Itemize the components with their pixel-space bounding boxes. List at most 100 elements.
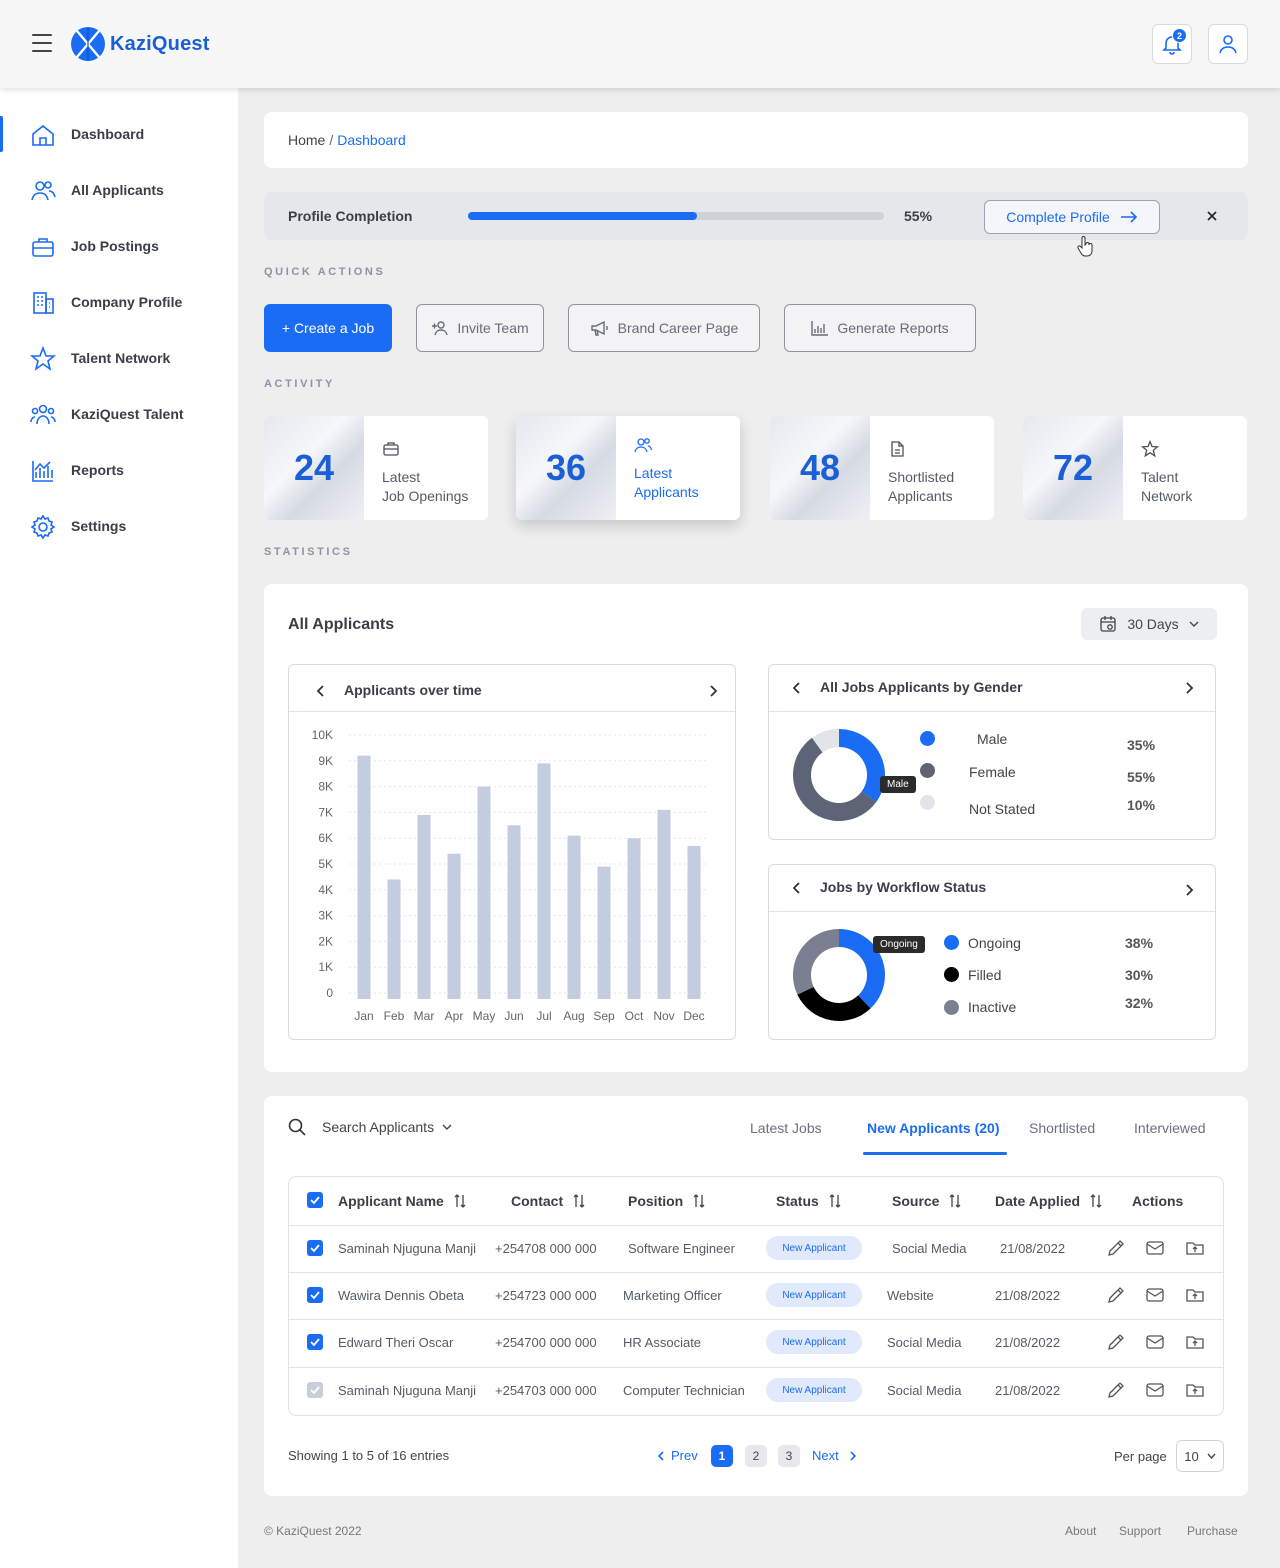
chevron-left-icon[interactable] (791, 881, 803, 895)
next-page-button[interactable]: Next (812, 1448, 856, 1463)
column-header-source[interactable]: Source (892, 1193, 961, 1209)
bar-nov[interactable] (657, 809, 671, 999)
bar-may[interactable] (477, 786, 491, 999)
bar-mar[interactable] (417, 814, 431, 999)
slice-female[interactable] (793, 737, 877, 821)
activity-card-talent-network[interactable]: 72 Talent Network (1023, 416, 1247, 520)
applicant-name[interactable]: Saminah Njuguna Manji (338, 1383, 477, 1398)
edit-icon[interactable] (1106, 1238, 1126, 1258)
column-header-label: Status (776, 1193, 819, 1209)
invite-team-button[interactable]: Invite Team (416, 304, 544, 352)
column-header-position[interactable]: Position (628, 1193, 705, 1209)
folder-upload-icon[interactable] (1185, 1380, 1205, 1400)
per-page-label: Per page (1114, 1449, 1167, 1464)
search-applicants-dropdown[interactable]: Search Applicants (288, 1118, 452, 1136)
mail-icon[interactable] (1145, 1285, 1165, 1305)
bar-apr[interactable] (447, 853, 461, 999)
sidebar-item-talent-network[interactable]: Talent Network (0, 336, 238, 380)
complete-profile-button[interactable]: Complete Profile (984, 200, 1160, 234)
create-job-button[interactable]: + Create a Job (264, 304, 392, 352)
folder-upload-icon[interactable] (1185, 1332, 1205, 1352)
bar-feb[interactable] (387, 879, 401, 999)
slice-inactive[interactable] (793, 929, 839, 995)
activity-card-job-openings[interactable]: 24 Latest Job Openings (264, 416, 488, 520)
column-header-name[interactable]: Applicant Name (338, 1193, 466, 1209)
bar-jul[interactable] (537, 763, 551, 999)
sort-icon (454, 1194, 466, 1208)
applicant-name[interactable]: Saminah Njuguna Manji (338, 1241, 477, 1256)
bar-jan[interactable] (357, 755, 371, 999)
mail-icon[interactable] (1145, 1238, 1165, 1258)
sidebar-item-reports[interactable]: Reports (0, 448, 238, 492)
bar-jun[interactable] (507, 825, 521, 999)
sidebar-item-company-profile[interactable]: Company Profile (0, 280, 238, 324)
sidebar-item-dashboard[interactable]: Dashboard (0, 112, 238, 156)
bar-chart-title: Applicants over time (344, 682, 482, 698)
edit-icon[interactable] (1106, 1380, 1126, 1400)
activity-card-shortlisted[interactable]: 48 Shortlisted Applicants (770, 416, 994, 520)
footer-link-about[interactable]: About (1065, 1524, 1097, 1538)
hamburger-menu-icon[interactable] (32, 34, 52, 52)
chevron-left-icon[interactable] (315, 684, 327, 698)
logo[interactable]: KaziQuest (70, 26, 210, 62)
sidebar-item-settings[interactable]: Settings (0, 504, 238, 548)
row-checkbox[interactable] (307, 1287, 323, 1303)
y-tick-label: 0 (326, 986, 333, 1000)
sidebar-item-kaziquest-talent[interactable]: KaziQuest Talent (0, 392, 238, 436)
bar-aug[interactable] (567, 835, 581, 999)
close-icon[interactable] (1202, 206, 1222, 226)
page-3-button[interactable]: 3 (778, 1445, 800, 1467)
chevron-right-icon[interactable] (707, 684, 719, 698)
page-2-button[interactable]: 2 (745, 1445, 767, 1467)
tab-new-applicants[interactable]: New Applicants (20) (867, 1120, 1000, 1136)
notifications-button[interactable]: 2 (1152, 24, 1192, 64)
chevron-right-icon[interactable] (1183, 681, 1195, 695)
breadcrumb-home-link[interactable]: Home (288, 132, 326, 148)
bar-sep[interactable] (597, 866, 611, 999)
row-checkbox[interactable] (307, 1240, 323, 1256)
column-header-date-applied[interactable]: Date Applied (995, 1193, 1102, 1209)
edit-icon[interactable] (1106, 1285, 1126, 1305)
date-range-select[interactable]: 30 Days (1081, 608, 1217, 640)
slice-male[interactable] (839, 729, 885, 803)
edit-icon[interactable] (1106, 1332, 1126, 1352)
slice-filled[interactable] (797, 986, 871, 1021)
column-header-contact[interactable]: Contact (511, 1193, 585, 1209)
applicant-name[interactable]: Wawira Dennis Obeta (338, 1288, 464, 1303)
prev-page-button[interactable]: Prev (658, 1448, 698, 1463)
row-checkbox[interactable] (307, 1382, 323, 1398)
applicant-name[interactable]: Edward Theri Oscar (338, 1335, 454, 1350)
footer-link-support[interactable]: Support (1119, 1524, 1162, 1538)
per-page-select[interactable]: 10 (1176, 1440, 1224, 1472)
activity-card-applicants[interactable]: 36 Latest Applicants (516, 416, 740, 520)
row-checkbox[interactable] (307, 1334, 323, 1350)
bar-oct[interactable] (627, 838, 641, 999)
chevron-right-icon[interactable] (1183, 883, 1195, 897)
bar-dec[interactable] (687, 845, 701, 999)
profile-completion-track (468, 212, 884, 220)
tab-interviewed[interactable]: Interviewed (1134, 1120, 1206, 1136)
brand-career-page-button[interactable]: Brand Career Page (568, 304, 760, 352)
user-profile-button[interactable] (1208, 24, 1248, 64)
select-all-checkbox[interactable] (307, 1192, 323, 1208)
sidebar-item-all-applicants[interactable]: All Applicants (0, 168, 238, 212)
chevron-left-icon[interactable] (791, 681, 803, 695)
sidebar-item-job-postings[interactable]: Job Postings (0, 224, 238, 268)
footer-link-purchase[interactable]: Purchase (1187, 1524, 1238, 1538)
folder-upload-icon[interactable] (1185, 1285, 1205, 1305)
star-icon (1141, 440, 1159, 458)
tab-shortlisted[interactable]: Shortlisted (1029, 1120, 1096, 1136)
activity-number-box: 36 (516, 416, 616, 520)
folder-upload-icon[interactable] (1185, 1238, 1205, 1258)
activity-count: 48 (799, 447, 841, 488)
tab-latest-jobs[interactable]: Latest Jobs (750, 1120, 822, 1136)
activity-label: Shortlisted Applicants (888, 468, 988, 506)
generate-reports-button[interactable]: Generate Reports (784, 304, 976, 352)
activity-count: 36 (545, 447, 587, 488)
mail-icon[interactable] (1145, 1332, 1165, 1352)
sidebar-item-label: Reports (71, 462, 124, 478)
page-1-button[interactable]: 1 (711, 1445, 733, 1467)
column-header-status[interactable]: Status (776, 1193, 841, 1209)
mail-icon[interactable] (1145, 1380, 1165, 1400)
slice-not-stated[interactable] (811, 729, 839, 753)
